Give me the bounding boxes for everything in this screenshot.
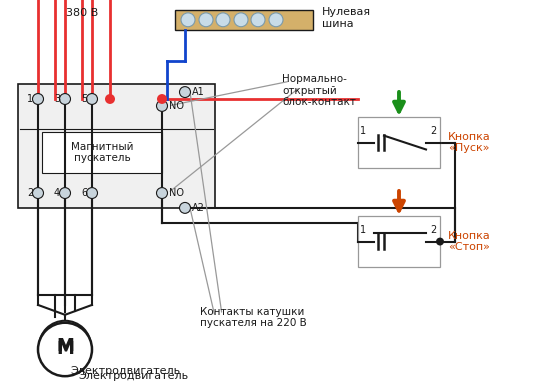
Text: 1: 1 — [360, 225, 366, 235]
Text: Электродвигатель: Электродвигатель — [70, 366, 180, 376]
Text: 380 В: 380 В — [66, 8, 98, 18]
Text: 3: 3 — [54, 94, 60, 104]
Circle shape — [157, 100, 167, 111]
Bar — [358, 117, 440, 168]
Circle shape — [59, 93, 71, 105]
Circle shape — [180, 203, 190, 213]
Circle shape — [33, 188, 43, 198]
Circle shape — [105, 94, 115, 104]
Text: NO: NO — [169, 101, 184, 111]
Circle shape — [33, 93, 43, 105]
Text: Кнопка
«Пуск»: Кнопка «Пуск» — [448, 132, 491, 153]
Circle shape — [39, 321, 91, 372]
Text: Магнитный
пускатель: Магнитный пускатель — [71, 142, 133, 163]
Circle shape — [180, 87, 190, 98]
Circle shape — [59, 188, 71, 198]
Text: 1: 1 — [27, 94, 33, 104]
Circle shape — [269, 13, 283, 27]
Circle shape — [251, 13, 265, 27]
Text: 2: 2 — [430, 225, 436, 235]
Bar — [42, 132, 162, 173]
Circle shape — [181, 13, 195, 27]
Text: 2: 2 — [430, 126, 436, 136]
Text: Электродвигатель: Электродвигатель — [78, 371, 188, 381]
Circle shape — [157, 188, 167, 198]
Text: NO: NO — [169, 188, 184, 198]
Circle shape — [216, 13, 230, 27]
Text: Нулевая
шина: Нулевая шина — [322, 7, 371, 29]
Text: Контакты катушки
пускателя на 220 В: Контакты катушки пускателя на 220 В — [200, 307, 307, 329]
Circle shape — [199, 13, 213, 27]
Circle shape — [87, 188, 97, 198]
Circle shape — [87, 93, 97, 105]
Text: 6: 6 — [81, 188, 87, 198]
Bar — [358, 216, 440, 267]
Text: 5: 5 — [81, 94, 87, 104]
Circle shape — [157, 94, 167, 104]
Circle shape — [436, 237, 444, 246]
Bar — [175, 10, 313, 30]
Text: М: М — [56, 340, 74, 358]
Circle shape — [234, 13, 248, 27]
Text: A1: A1 — [192, 87, 205, 97]
Text: 2: 2 — [27, 188, 33, 198]
Text: 4: 4 — [54, 188, 60, 198]
Circle shape — [38, 323, 92, 376]
Text: A2: A2 — [192, 203, 205, 213]
Text: М: М — [56, 337, 74, 355]
Text: Кнопка
«Стоп»: Кнопка «Стоп» — [448, 231, 491, 252]
Text: Нормально-
открытый
блок-контакт: Нормально- открытый блок-контакт — [282, 74, 356, 108]
Bar — [18, 84, 215, 208]
Text: 1: 1 — [360, 126, 366, 136]
